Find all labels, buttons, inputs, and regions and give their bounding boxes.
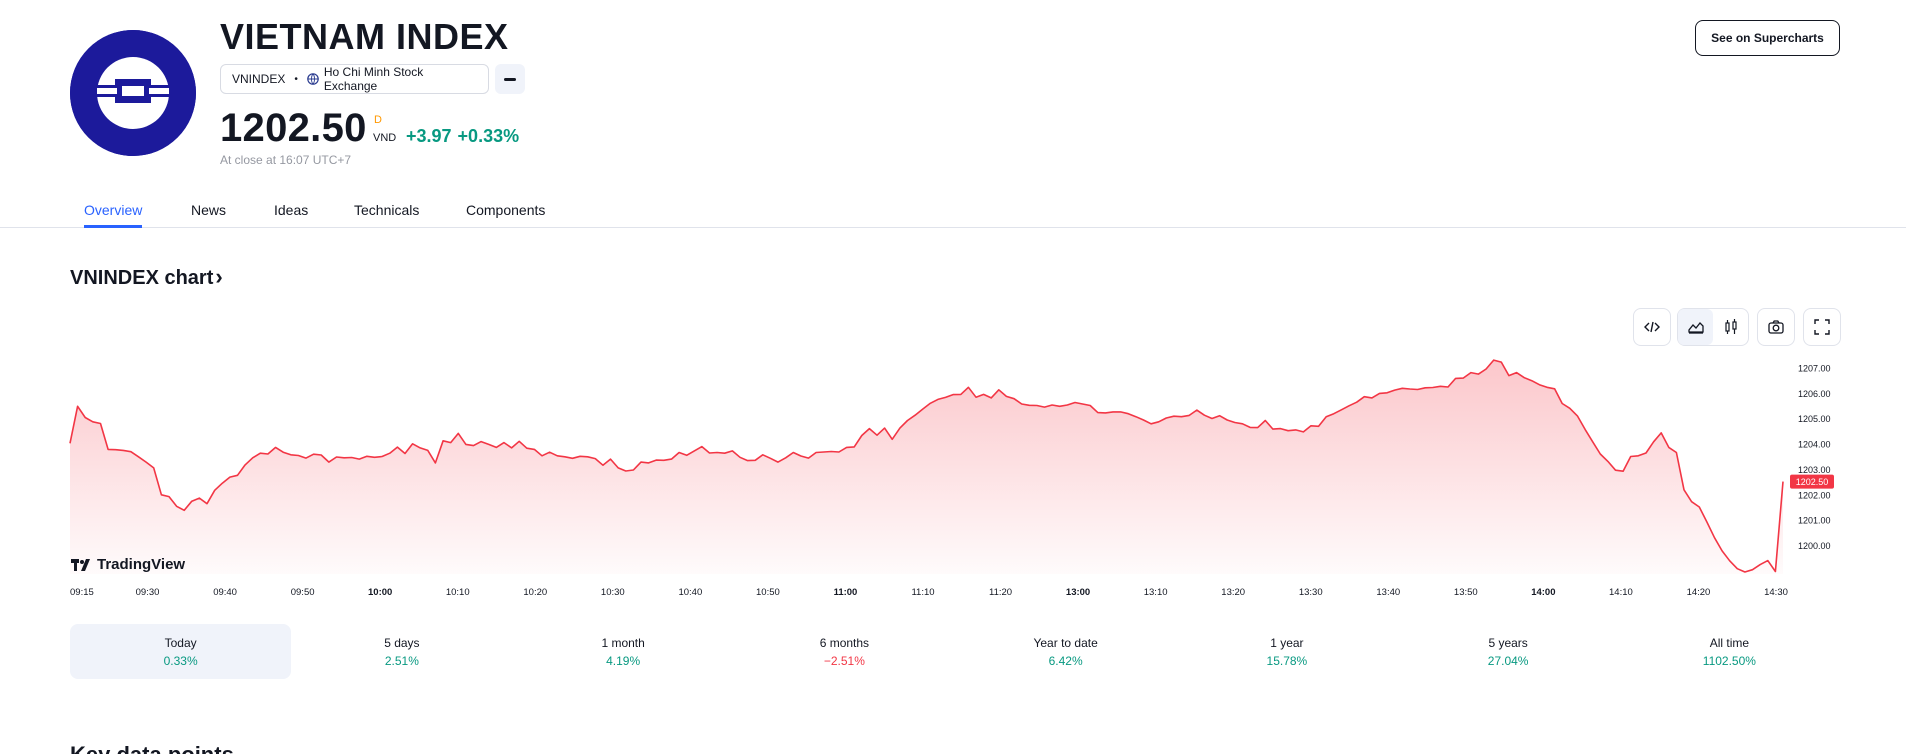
x-tick-label: 13:00 [1066, 587, 1090, 598]
last-price-marker [1790, 474, 1834, 489]
x-tick-label: 14:00 [1531, 587, 1555, 598]
tradingview-logo[interactable]: TradingView [71, 556, 185, 573]
price-line [69, 359, 1784, 573]
y-tick-label: 1202.00 [1798, 490, 1831, 500]
symbol-label: VNINDEX [232, 72, 286, 86]
camera-icon[interactable] [1758, 309, 1794, 345]
range-change: 0.33% [163, 653, 198, 668]
range-change: −2.51% [823, 653, 865, 668]
range-change: 6.42% [1048, 653, 1083, 668]
x-tick-label: 11:10 [911, 587, 934, 598]
area-chart-icon[interactable] [1678, 309, 1713, 345]
y-tick-label: 1206.00 [1798, 389, 1831, 399]
tab-bar: Overview News Ideas Technicals Component… [0, 196, 1906, 228]
area-fill [70, 360, 1783, 574]
exchange-label: Ho Chi Minh Stock Exchange [323, 65, 424, 93]
price-change: +3.97 +0.33% [406, 126, 519, 147]
range-5-years[interactable]: 5 years 27.04% [1398, 624, 1619, 679]
x-tick-label: 14:10 [1609, 587, 1633, 598]
tab-technicals[interactable]: Technicals [354, 202, 420, 218]
page-title: VIETNAM INDEX [220, 16, 509, 57]
x-tick-label: 10:00 [368, 587, 392, 598]
chart-heading-link[interactable]: VNINDEX chart› [70, 264, 223, 290]
range-label: All time [1709, 635, 1750, 650]
y-tick-label: 1203.00 [1798, 465, 1831, 475]
tab-news[interactable]: News [191, 202, 227, 218]
embed-code-icon[interactable] [1634, 309, 1670, 345]
x-tick-label: 14:30 [1764, 587, 1788, 598]
range-label: Year to date [1033, 635, 1098, 650]
x-tick-label: 10:10 [446, 587, 470, 598]
range-change: 2.51% [384, 653, 419, 668]
range-selector: Today 0.33% 5 days 2.51% 1 month 4.19% 6 month… [70, 624, 1840, 679]
range-1-year[interactable]: 1 year 15.78% [1176, 624, 1397, 679]
range-all-time[interactable]: All time 1102.50% [1619, 624, 1840, 679]
range-change: 4.19% [606, 653, 641, 668]
y-tick-label: 1207.00 [1798, 363, 1831, 373]
fullscreen-icon[interactable] [1804, 309, 1840, 345]
chart-style-group [1677, 308, 1749, 346]
x-tick-label: 11:00 [834, 587, 858, 598]
last-price-marker-label: 1202.50 [1796, 477, 1829, 487]
exchange-chip[interactable]: VNINDEX • Ho Chi Minh Stock Exchange [220, 64, 489, 94]
range-1-month[interactable]: 1 month 4.19% [513, 624, 734, 679]
tradingview-wordmark: TradingView [97, 556, 186, 573]
see-on-supercharts-button[interactable]: See on Supercharts [1695, 20, 1840, 56]
range-year-to-date[interactable]: Year to date 6.42% [955, 624, 1176, 679]
embed-tool-group [1633, 308, 1671, 346]
range-label: 1 year [1270, 635, 1304, 650]
chart-heading-text: VNINDEX chart [70, 267, 214, 289]
key-data-heading: Key data points [70, 742, 234, 754]
currency-label: VND [373, 132, 397, 144]
range-today[interactable]: Today 0.33% [70, 624, 292, 679]
range-5-days[interactable]: 5 days 2.51% [291, 624, 512, 679]
range-label: Today [164, 635, 197, 650]
x-tick-label: 09:15 [70, 587, 94, 598]
range-change: 15.78% [1266, 653, 1308, 668]
x-tick-label: 14:20 [1687, 587, 1711, 598]
price-flag: D [374, 114, 382, 126]
candles-icon[interactable] [1713, 309, 1748, 345]
range-change: 1102.50% [1702, 653, 1756, 668]
range-label: 5 days [384, 635, 420, 650]
range-6-months[interactable]: 6 months −2.51% [734, 624, 955, 679]
tab-components[interactable]: Components [466, 202, 546, 218]
y-tick-label: 1204.00 [1798, 440, 1831, 450]
tradingview-mark-icon [71, 558, 90, 571]
chevron-right-icon: › [215, 264, 223, 289]
tab-overview[interactable]: Overview [84, 202, 143, 228]
y-tick-label: 1201.00 [1798, 516, 1831, 526]
x-tick-label: 09:50 [291, 587, 315, 598]
range-label: 1 month [601, 635, 645, 650]
x-tick-label: 13:30 [1299, 587, 1323, 598]
x-tick-label: 10:40 [678, 587, 702, 598]
x-tick-label: 10:50 [756, 587, 780, 598]
change-absolute: +3.97 [406, 126, 452, 146]
x-tick-label: 10:30 [601, 587, 625, 598]
separator-dot: • [294, 73, 298, 85]
y-tick-label: 1205.00 [1798, 414, 1831, 424]
y-tick-label: 1200.00 [1798, 541, 1831, 551]
x-tick-label: 11:20 [989, 587, 1012, 598]
x-tick-label: 13:20 [1221, 587, 1245, 598]
fullscreen-tool-group [1803, 308, 1841, 346]
range-label: 5 years [1488, 635, 1528, 650]
globe-icon [307, 73, 319, 85]
tab-ideas[interactable]: Ideas [274, 202, 309, 218]
x-tick-label: 13:10 [1144, 587, 1168, 598]
close-note: At close at 16:07 UTC+7 [220, 153, 352, 167]
x-tick-label: 10:20 [523, 587, 547, 598]
hose-logo [70, 30, 196, 156]
range-label: 6 months [819, 635, 870, 650]
snapshot-tool-group [1757, 308, 1795, 346]
x-tick-label: 09:30 [136, 587, 160, 598]
x-tick-label: 13:40 [1376, 587, 1400, 598]
x-tick-label: 09:40 [213, 587, 237, 598]
range-change: 27.04% [1487, 653, 1529, 668]
minus-icon[interactable] [495, 64, 525, 94]
last-price: 1202.50 [220, 106, 367, 150]
x-tick-label: 13:50 [1454, 587, 1478, 598]
price-chart[interactable]: 1200.00 1201.00 1202.00 1203.00 1204.00 1205.… [0, 352, 1906, 608]
change-percent: +0.33% [457, 126, 520, 146]
